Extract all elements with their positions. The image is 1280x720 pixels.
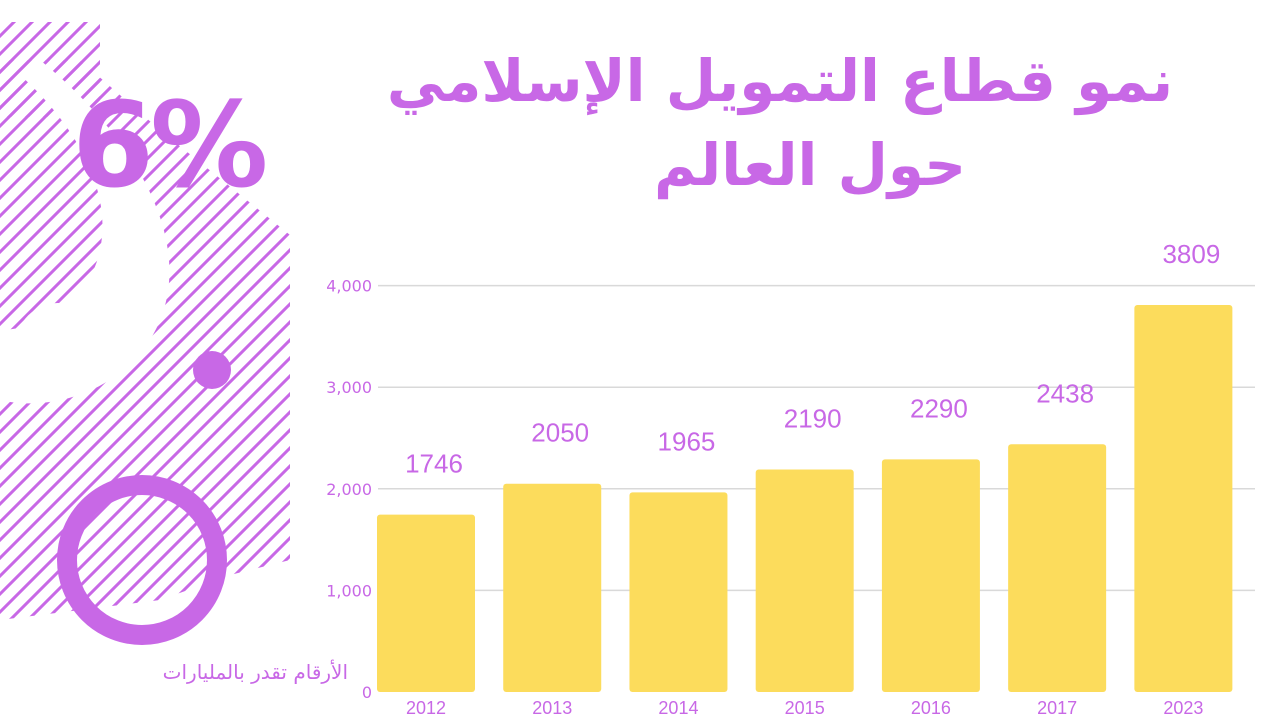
white-small-circle: [16, 303, 100, 387]
bar: [503, 483, 602, 692]
x-tick-label: 2015: [785, 698, 825, 718]
x-tick-label: 2012: [406, 698, 446, 718]
chart-title-line-1: نمو قطاع التمويل الإسلامي: [386, 47, 1174, 115]
stripe-line: [72, 60, 290, 620]
bar: [377, 514, 475, 692]
data-label: 1746: [405, 449, 463, 479]
stripe-line: [0, 60, 290, 620]
data-label: 2050: [531, 418, 589, 448]
bar: [1008, 444, 1107, 692]
x-tick-label: 2013: [532, 698, 572, 718]
data-label: 2438: [1036, 378, 1094, 408]
white-swoosh: [0, 60, 170, 404]
stripe-line: [0, 60, 290, 620]
data-label: 2190: [784, 403, 842, 433]
stripe-line: [0, 60, 290, 620]
x-tick-label: 2017: [1037, 698, 1077, 718]
units-footnote: الأرقام تقدر بالمليارات: [162, 660, 348, 684]
accent-ring: [57, 475, 227, 645]
stripe-line: [0, 60, 290, 620]
bar: [1134, 305, 1233, 692]
stripe-line: [0, 60, 290, 620]
stripe-line: [0, 60, 290, 620]
y-tick-label: 1,000: [326, 581, 372, 600]
stripe-line: [18, 60, 290, 620]
stripe-line: [96, 113, 100, 117]
data-label: 2290: [910, 393, 968, 423]
stripe-line: [0, 60, 290, 620]
x-tick-label: 2023: [1163, 698, 1203, 718]
stripe-line: [0, 60, 290, 620]
bar: [755, 469, 854, 692]
y-tick-label: 4,000: [326, 277, 372, 296]
stripe-line: [0, 60, 290, 620]
stripe-line: [0, 60, 254, 620]
data-label: 3809: [1162, 239, 1220, 269]
stripe-line: [0, 60, 236, 620]
stripe-line: [42, 59, 100, 117]
y-tick-label: 2,000: [326, 480, 372, 499]
stripe-line: [0, 60, 290, 620]
chart-title-line-2: حول العالم: [653, 131, 967, 199]
stripe-line: [36, 60, 290, 620]
stripe-line: [54, 60, 290, 620]
growth-percentage: 6%: [72, 76, 268, 214]
stripe-line: [24, 41, 100, 117]
y-tick-label: 0: [362, 683, 372, 702]
accent-dot: [193, 351, 231, 389]
data-label: 1965: [658, 426, 716, 456]
bar: [629, 492, 728, 692]
stripe-line: [0, 60, 290, 620]
x-tick-label: 2016: [911, 698, 951, 718]
x-tick-label: 2014: [658, 698, 698, 718]
stripe-line: [6, 23, 100, 117]
y-tick-label: 3,000: [326, 378, 372, 397]
bar: [881, 459, 980, 692]
